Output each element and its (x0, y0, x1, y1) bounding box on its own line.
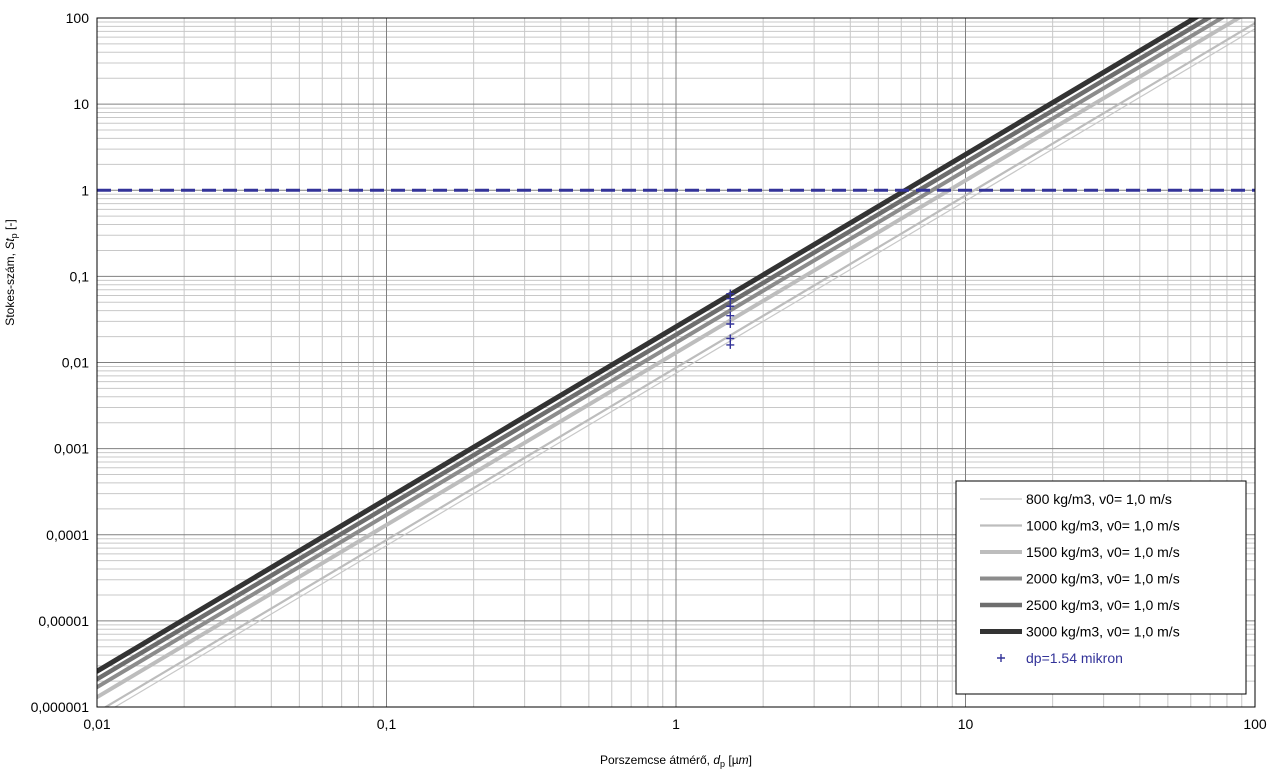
x-tick-label: 100 (1243, 716, 1267, 732)
series-line-1 (113, 28, 1255, 707)
x-tick-label: 10 (958, 716, 974, 732)
legend-label-5: 2500 kg/m3, v0= 1,0 m/s (1026, 597, 1180, 613)
data-marker (726, 311, 735, 320)
legend-label-2: 1000 kg/m3, v0= 1,0 m/s (1026, 518, 1180, 534)
x-tick-label: 0,01 (83, 716, 110, 732)
marker-layer (726, 289, 735, 349)
legend-label-1: 800 kg/m3, v0= 1,0 m/s (1026, 491, 1172, 507)
data-marker (726, 319, 735, 328)
x-tick-labels: 0,01 0,1 1 10 100 (83, 716, 1267, 732)
plot-frame (96, 17, 1256, 708)
series-line-3 (97, 18, 1243, 700)
y-tick-label: 0,0001 (46, 527, 89, 543)
data-marker (726, 302, 735, 311)
y-tick-labels: 0,000001 0,00001 0,0001 0,001 0,01 0,1 1 10 100 (31, 10, 90, 715)
legend-label-markers: dp=1.54 mikron (1026, 650, 1123, 666)
legend-marker-swatch (997, 654, 1005, 662)
series-lines (97, 18, 1255, 707)
y-tick-label: 1 (81, 182, 89, 198)
series-line-6 (97, 18, 1200, 674)
y-tick-label: 0,01 (62, 355, 89, 371)
y-tick-label: 0,000001 (31, 699, 90, 715)
series-line-5 (97, 18, 1213, 682)
y-tick-label: 10 (73, 96, 89, 112)
x-tick-label: 0,1 (377, 716, 397, 732)
x-tick-label: 1 (672, 716, 680, 732)
data-marker (726, 334, 735, 343)
data-marker (726, 289, 735, 298)
y-tick-label: 0,1 (70, 268, 90, 284)
y-tick-label: 0,001 (54, 441, 89, 457)
y-tick-label: 100 (66, 10, 90, 26)
y-tick-label: 0,00001 (38, 613, 89, 629)
x-axis-label: Porszemcse átmérő, dp [µm] (600, 753, 752, 769)
legend-label-3: 1500 kg/m3, v0= 1,0 m/s (1026, 544, 1180, 560)
series-line-4 (97, 18, 1226, 690)
legend-label-6: 3000 kg/m3, v0= 1,0 m/s (1026, 624, 1180, 640)
legend-label-4: 2000 kg/m3, v0= 1,0 m/s (1026, 571, 1180, 587)
series-line-2 (103, 22, 1255, 707)
y-axis-label: Stokes-szám, Stp [-] (3, 219, 19, 325)
legend: 800 kg/m3, v0= 1,0 m/s 1000 kg/m3, v0= 1,… (955, 480, 1247, 695)
